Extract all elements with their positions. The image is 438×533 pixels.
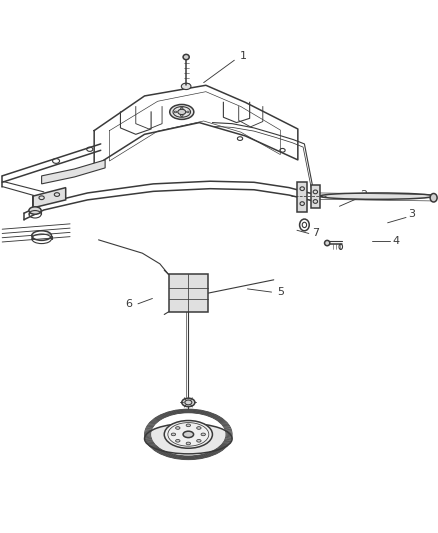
Text: 3: 3 <box>408 209 415 219</box>
Ellipse shape <box>145 423 232 454</box>
Ellipse shape <box>186 424 191 426</box>
Polygon shape <box>311 185 320 208</box>
Text: 1: 1 <box>240 51 247 61</box>
Ellipse shape <box>178 109 186 115</box>
Ellipse shape <box>325 240 330 246</box>
Ellipse shape <box>186 442 191 445</box>
Text: 6: 6 <box>126 299 133 309</box>
Text: 7: 7 <box>312 229 319 238</box>
Polygon shape <box>42 160 105 184</box>
Text: 5: 5 <box>277 287 284 297</box>
Text: 4: 4 <box>393 236 400 246</box>
Ellipse shape <box>29 207 41 214</box>
Ellipse shape <box>164 421 212 448</box>
Polygon shape <box>169 274 208 312</box>
Ellipse shape <box>181 83 191 90</box>
Polygon shape <box>33 188 66 208</box>
Ellipse shape <box>320 193 434 199</box>
Ellipse shape <box>430 193 437 202</box>
Polygon shape <box>297 182 307 212</box>
Ellipse shape <box>183 54 189 60</box>
Ellipse shape <box>176 440 180 442</box>
Ellipse shape <box>176 426 180 429</box>
Ellipse shape <box>170 104 194 119</box>
Ellipse shape <box>183 431 194 438</box>
Ellipse shape <box>201 433 205 436</box>
Text: 2: 2 <box>360 190 367 199</box>
Ellipse shape <box>171 433 176 436</box>
Ellipse shape <box>197 426 201 429</box>
Ellipse shape <box>197 440 201 442</box>
Ellipse shape <box>182 398 195 407</box>
